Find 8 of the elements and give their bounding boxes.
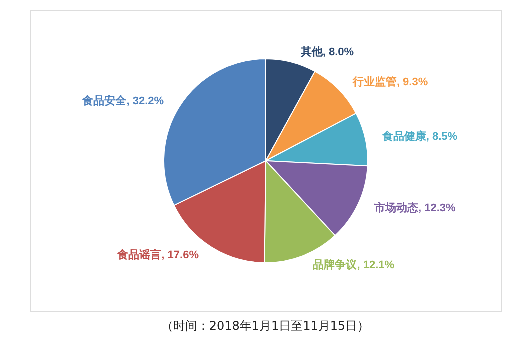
slice-label: 食品谣言, 17.6% xyxy=(116,248,200,262)
slice-label: 品牌争议, 12.1% xyxy=(313,258,395,272)
slice-label: 食品安全, 32.2% xyxy=(82,94,164,108)
slice-label: 食品健康, 8.5% xyxy=(381,130,458,143)
slice-label: 行业监管, 9.3% xyxy=(352,76,428,89)
text: （时间：2018年1月1日至11月15日） xyxy=(160,318,371,335)
slice-label: 市场动态, 12.3% xyxy=(373,201,456,214)
slice-label: 其他, 8.0% xyxy=(300,46,354,59)
